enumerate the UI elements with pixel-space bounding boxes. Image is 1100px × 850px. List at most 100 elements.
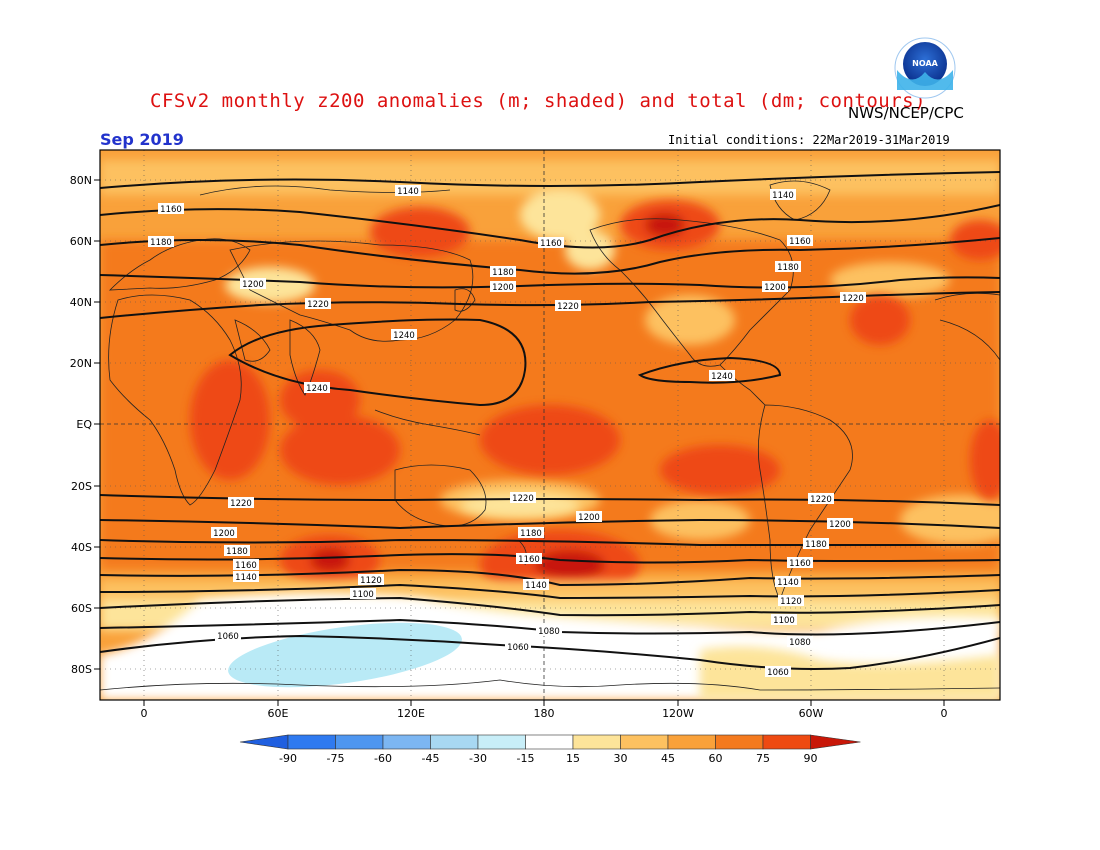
contour-label: 1240 — [391, 329, 417, 341]
contour-label: 1220 — [808, 493, 834, 505]
colorbar-segment — [667, 734, 716, 750]
contour-1100-south — [100, 596, 1000, 617]
contour-1160-south — [100, 553, 1000, 564]
svg-text:1160: 1160 — [518, 555, 540, 565]
contour-label: 1060 — [765, 666, 791, 678]
contour-label: 1160 — [516, 553, 542, 565]
contour-label: 1140 — [395, 185, 421, 197]
contour-label: 1200 — [211, 527, 237, 539]
svg-text:1140: 1140 — [772, 191, 794, 201]
lat-label: 60N — [70, 235, 92, 248]
svg-text:1140: 1140 — [525, 581, 547, 591]
lat-label: 20S — [71, 480, 92, 493]
lon-label: 0 — [141, 707, 148, 720]
lon-label: 120E — [397, 707, 425, 720]
initial-conditions: Initial conditions: 22Mar2019-31Mar2019 — [668, 133, 950, 147]
lat-label: 80N — [70, 174, 92, 187]
contour-1140-south — [100, 568, 1000, 587]
contour-label: 1060 — [505, 641, 531, 653]
chart-title: CFSv2 monthly z200 anomalies (m; shaded)… — [150, 90, 927, 112]
contour-label: 1080 — [787, 636, 813, 648]
contour-labels: 1140 1140 1160 1160 1160 1180 1180 1180 … — [148, 185, 866, 678]
contour-label: 1180 — [803, 538, 829, 550]
lat-label: 60S — [71, 602, 92, 615]
colorbar-segment — [287, 734, 336, 750]
contour-1160-north — [100, 204, 1000, 249]
svg-text:1240: 1240 — [711, 372, 733, 382]
contour-label: 1180 — [775, 261, 801, 273]
svg-text:1120: 1120 — [780, 597, 802, 607]
contour-1180-south — [100, 538, 1000, 547]
contour-label: 1140 — [523, 579, 549, 591]
svg-text:1220: 1220 — [230, 499, 252, 509]
contour-1140-north — [100, 171, 1000, 189]
svg-text:1100: 1100 — [352, 590, 374, 600]
contour-label: 1140 — [775, 576, 801, 588]
svg-text:1180: 1180 — [226, 547, 248, 557]
contour-label: 1220 — [840, 292, 866, 304]
contour-label: 1180 — [224, 545, 250, 557]
contour-label: 1200 — [827, 518, 853, 530]
svg-text:1240: 1240 — [306, 384, 328, 394]
contour-1240-west — [228, 318, 527, 407]
contour-label: 1220 — [510, 492, 536, 504]
colorbar-tick-label: -45 — [422, 752, 440, 765]
svg-text:1240: 1240 — [393, 331, 415, 341]
colorbar-segment — [525, 734, 574, 750]
contour-label: 1180 — [148, 236, 174, 248]
colorbar-segment — [620, 734, 669, 750]
contour-label: 1160 — [233, 559, 259, 571]
lon-label: 120W — [662, 707, 694, 720]
latitude-labels: 80N 60N 40N 20N EQ 20S 40S 60S 80S — [70, 174, 93, 676]
longitude-labels: 0 60E 120E 180 120W 60W 0 — [141, 707, 948, 720]
colorbar-tick-label: -60 — [374, 752, 392, 765]
agency-label: NWS/NCEP/CPC — [848, 104, 964, 122]
colorbar-tick-label: -75 — [327, 752, 345, 765]
lat-label: 40N — [70, 296, 92, 309]
lon-label: 180 — [534, 707, 555, 720]
colorbar-segment — [572, 734, 621, 750]
colorbar-tick-label: -15 — [517, 752, 535, 765]
contour-label: 1120 — [778, 595, 804, 607]
svg-text:1200: 1200 — [492, 283, 514, 293]
contour-label: 1160 — [787, 235, 813, 247]
contour-label: 1220 — [555, 300, 581, 312]
lon-label: 60E — [268, 707, 289, 720]
colorbar-tick-label: 15 — [566, 752, 580, 765]
colorbar-tick-label: -90 — [279, 752, 297, 765]
contour-label: 1200 — [762, 281, 788, 293]
svg-text:1180: 1180 — [492, 268, 514, 278]
svg-text:1200: 1200 — [764, 283, 786, 293]
contour-label: 1120 — [358, 574, 384, 586]
logo-text: NOAA — [912, 59, 938, 68]
svg-text:1180: 1180 — [777, 263, 799, 273]
contour-label: 1180 — [518, 527, 544, 539]
map-frame — [99, 149, 1001, 701]
svg-text:1220: 1220 — [810, 495, 832, 505]
svg-text:1220: 1220 — [512, 494, 534, 504]
colorbar-segment — [715, 734, 764, 750]
colorbar-tick-label: 30 — [614, 752, 628, 765]
contour-label: 1160 — [538, 237, 564, 249]
colorbar-segment — [762, 734, 811, 750]
svg-text:1180: 1180 — [805, 540, 827, 550]
svg-text:1160: 1160 — [540, 239, 562, 249]
svg-text:1200: 1200 — [829, 520, 851, 530]
contour-label: 1200 — [240, 278, 266, 290]
colorbar-tick-label: 90 — [804, 752, 818, 765]
contour-label: 1240 — [304, 382, 330, 394]
svg-text:1200: 1200 — [213, 529, 235, 539]
forecast-month: Sep 2019 — [100, 130, 184, 149]
colorbar-tick-label: 60 — [709, 752, 723, 765]
contour-label: 1220 — [305, 298, 331, 310]
contour-label: 1200 — [490, 281, 516, 293]
svg-text:1220: 1220 — [557, 302, 579, 312]
noaa-logo-icon: NOAA — [894, 37, 956, 99]
contour-label: 1100 — [771, 614, 797, 626]
colorbar-tick-label: 45 — [661, 752, 675, 765]
svg-text:1160: 1160 — [789, 559, 811, 569]
colorbar-right-arrow — [810, 734, 861, 750]
svg-text:1060: 1060 — [507, 643, 529, 653]
contour-label: 1100 — [350, 588, 376, 600]
